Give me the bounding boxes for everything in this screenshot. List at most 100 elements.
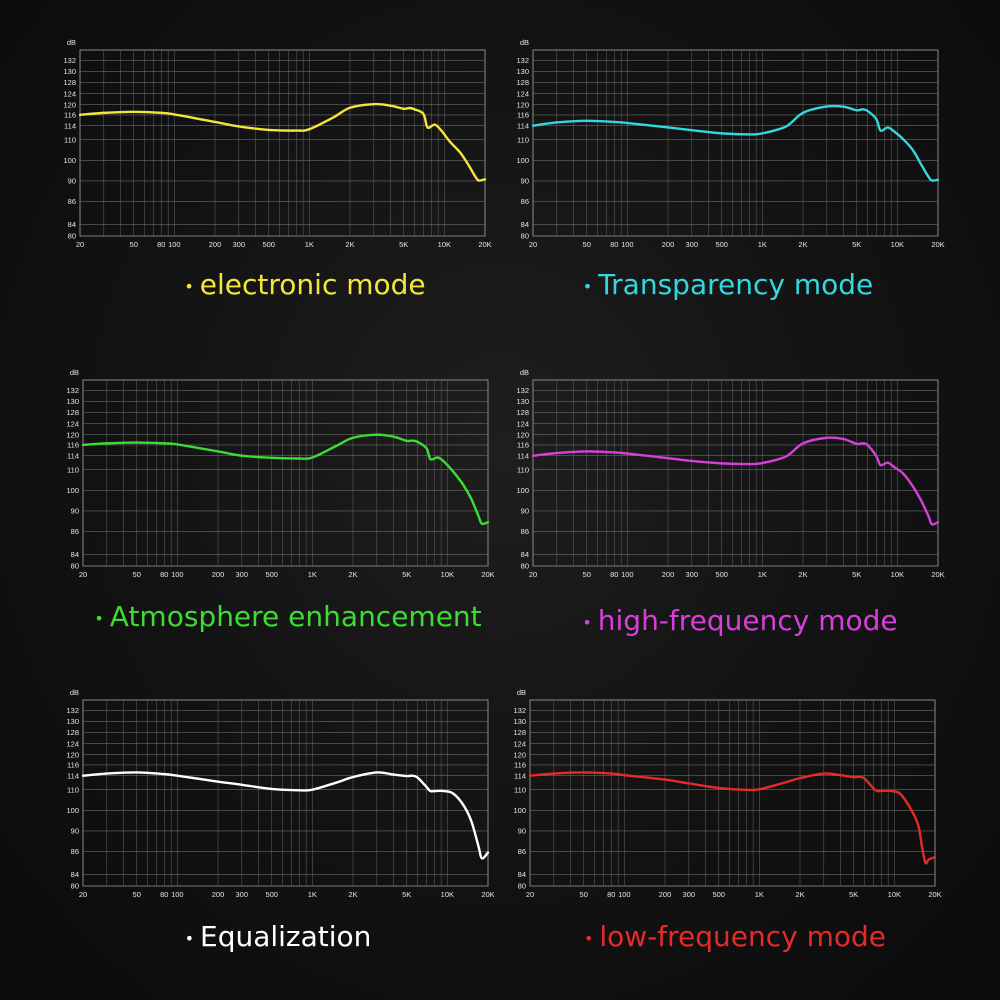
y-tick-label: 100 bbox=[513, 806, 526, 815]
caption-atmosphere-enhancement: • Atmosphere enhancement bbox=[38, 600, 538, 633]
x-tick-label: 100 bbox=[168, 240, 181, 249]
x-tick-label: 500 bbox=[715, 570, 728, 579]
x-tick-label: 10K bbox=[438, 240, 451, 249]
series-line bbox=[78, 102, 487, 182]
plot-frame bbox=[532, 379, 939, 567]
x-tick-label: 20K bbox=[928, 890, 941, 899]
chart-transparency-mode: 132 130 128 124 120 116 114 110 100 90 86 84 80 dB 20 5… bbox=[498, 38, 948, 258]
x-tick-label: 2K bbox=[798, 240, 807, 249]
y-tick-label: 128 bbox=[516, 408, 529, 417]
x-tick-label: 80 bbox=[157, 240, 165, 249]
bullet-icon: • bbox=[582, 276, 593, 296]
x-tick-label: 50 bbox=[583, 570, 591, 579]
x-tick-label: 10K bbox=[888, 890, 901, 899]
y-tick-label: 86 bbox=[71, 527, 79, 536]
x-tick-label: 200 bbox=[662, 570, 675, 579]
x-tick-label: 20 bbox=[529, 570, 537, 579]
y-tick-label: 116 bbox=[517, 441, 529, 450]
y-tick-label: 120 bbox=[516, 430, 529, 439]
x-tick-label: 500 bbox=[265, 890, 278, 899]
bullet-icon: • bbox=[583, 928, 594, 948]
caption-electronic-mode: • electronic mode bbox=[55, 268, 555, 301]
y-tick-label: 80 bbox=[518, 882, 526, 891]
x-tick-label: 2K bbox=[348, 570, 357, 579]
x-tick-label: 10K bbox=[891, 240, 904, 249]
x-tick-label: 50 bbox=[580, 890, 588, 899]
x-tick-label: 100 bbox=[171, 890, 184, 899]
y-tick-label: 80 bbox=[71, 882, 79, 891]
y-tick-label: 120 bbox=[513, 750, 526, 759]
y-tick-label: 84 bbox=[521, 220, 529, 229]
caption-transparency-mode: • Transparency mode bbox=[478, 268, 978, 301]
x-tick-label: 500 bbox=[712, 890, 725, 899]
y-tick-label: 120 bbox=[63, 100, 76, 109]
y-tick-label: 130 bbox=[516, 397, 529, 406]
chart-electronic-mode: 132 130 128 124 120 116 114 110 100 90 86 84 80 dB 20 5… bbox=[45, 38, 495, 258]
plot-frame bbox=[79, 49, 486, 237]
x-tick-label: 20K bbox=[931, 570, 944, 579]
caption-low-frequency-mode: • low-frequency mode bbox=[485, 920, 985, 953]
chart-high-frequency-mode: 132 130 128 124 120 116 114 110 100 90 86 84 80 dB 20 5… bbox=[498, 368, 948, 588]
y-tick-label: 86 bbox=[71, 847, 79, 856]
x-tick-label: 300 bbox=[683, 890, 696, 899]
x-tick-label: 2K bbox=[798, 570, 807, 579]
y-unit-label: dB bbox=[67, 38, 76, 47]
y-tick-label: 86 bbox=[518, 847, 526, 856]
y-tick-label: 116 bbox=[64, 111, 76, 120]
plot-frame bbox=[82, 699, 489, 887]
y-tick-label: 80 bbox=[521, 232, 529, 241]
x-tick-label: 1K bbox=[308, 890, 317, 899]
y-tick-label: 128 bbox=[63, 78, 76, 87]
x-tick-label: 2K bbox=[795, 890, 804, 899]
x-tick-label: 500 bbox=[262, 240, 275, 249]
y-tick-label: 132 bbox=[66, 706, 79, 715]
x-tick-label: 200 bbox=[662, 240, 675, 249]
x-tick-label: 20K bbox=[931, 240, 944, 249]
y-tick-label: 124 bbox=[516, 419, 529, 428]
x-tick-label: 10K bbox=[891, 570, 904, 579]
y-tick-label: 130 bbox=[66, 397, 79, 406]
x-tick-label: 80 bbox=[610, 240, 618, 249]
y-tick-label: 84 bbox=[71, 870, 79, 879]
plot-frame bbox=[529, 699, 936, 887]
y-tick-label: 120 bbox=[66, 430, 79, 439]
x-tick-label: 10K bbox=[441, 890, 454, 899]
chart-low-frequency-mode: 132 130 128 124 120 116 114 110 100 90 86 84 80 dB 20 5… bbox=[495, 688, 945, 908]
y-tick-label: 90 bbox=[71, 507, 79, 516]
y-tick-label: 116 bbox=[517, 111, 529, 120]
caption-equalization: • Equalization bbox=[28, 920, 528, 953]
x-tick-label: 100 bbox=[621, 240, 634, 249]
y-tick-label: 100 bbox=[63, 156, 76, 165]
x-tick-label: 5K bbox=[852, 570, 861, 579]
y-tick-label: 124 bbox=[66, 419, 79, 428]
y-tick-label: 116 bbox=[514, 761, 526, 770]
y-tick-label: 114 bbox=[517, 451, 529, 460]
y-tick-label: 130 bbox=[63, 67, 76, 76]
y-tick-label: 120 bbox=[516, 100, 529, 109]
y-tick-label: 120 bbox=[66, 750, 79, 759]
y-tick-label: 90 bbox=[518, 827, 526, 836]
x-tick-label: 200 bbox=[212, 890, 225, 899]
x-tick-label: 50 bbox=[130, 240, 138, 249]
x-tick-label: 50 bbox=[133, 890, 141, 899]
caption-high-frequency-mode: • high-frequency mode bbox=[490, 604, 990, 637]
y-tick-label: 84 bbox=[521, 550, 529, 559]
y-tick-label: 84 bbox=[68, 220, 76, 229]
x-tick-label: 20 bbox=[76, 240, 84, 249]
y-tick-label: 128 bbox=[516, 78, 529, 87]
x-tick-label: 5K bbox=[399, 240, 408, 249]
x-tick-label: 80 bbox=[610, 570, 618, 579]
chart-equalization: 132 130 128 124 120 116 114 110 100 90 86 84 80 dB 20 5… bbox=[48, 688, 498, 908]
y-tick-label: 114 bbox=[67, 451, 79, 460]
bullet-icon: • bbox=[582, 612, 592, 632]
x-tick-label: 2K bbox=[345, 240, 354, 249]
y-tick-label: 84 bbox=[518, 870, 526, 879]
y-unit-label: dB bbox=[70, 368, 79, 377]
x-tick-label: 50 bbox=[583, 240, 591, 249]
y-tick-label: 86 bbox=[521, 527, 529, 536]
x-tick-label: 200 bbox=[212, 570, 225, 579]
x-tick-label: 20K bbox=[481, 570, 494, 579]
x-tick-label: 100 bbox=[621, 570, 634, 579]
